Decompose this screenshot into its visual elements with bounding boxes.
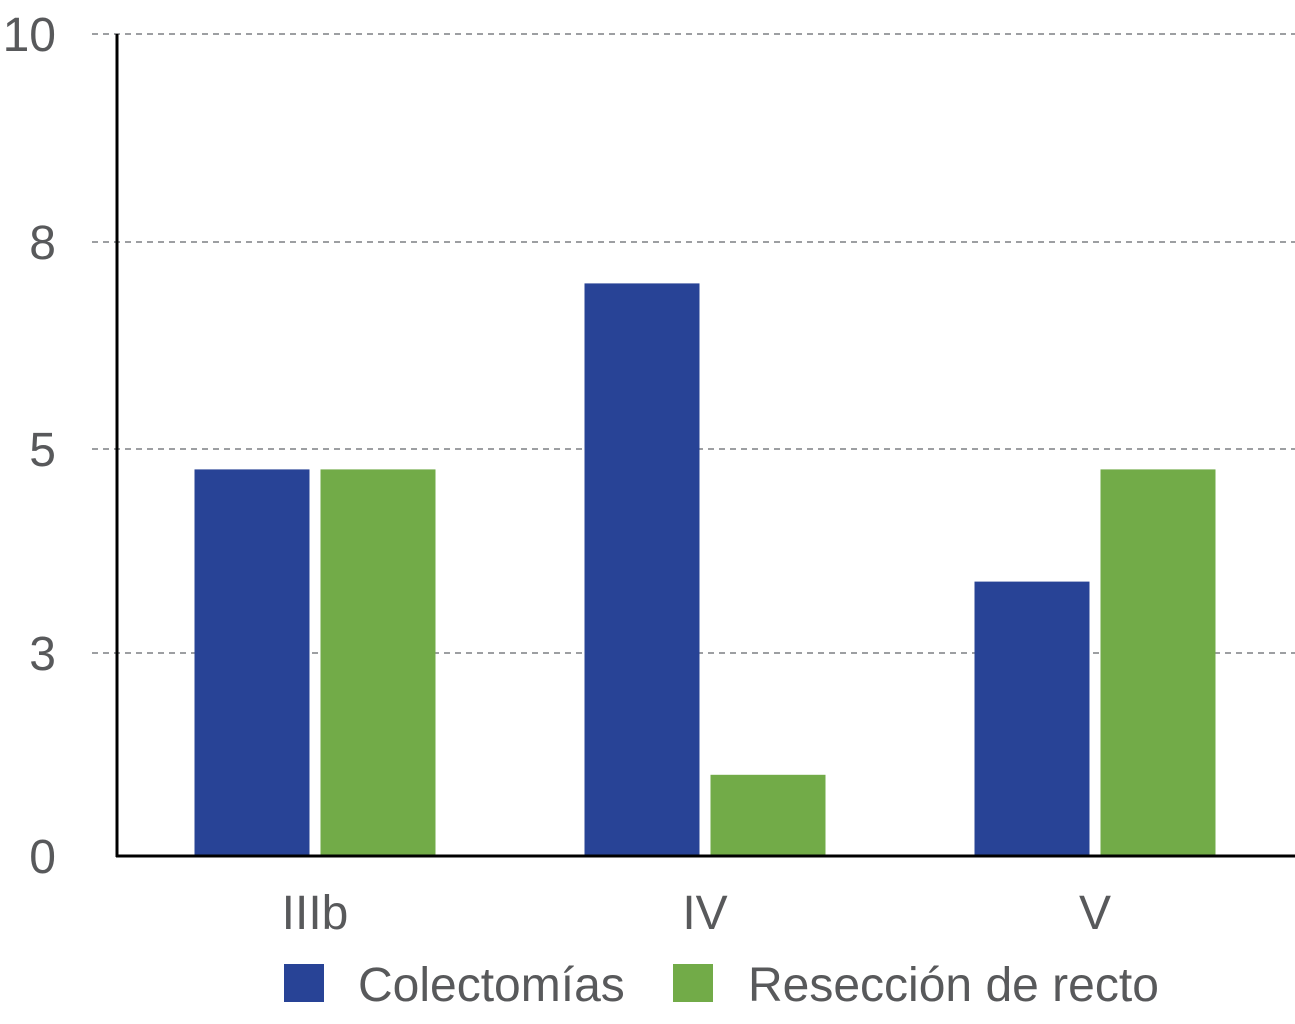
x-tick-labels: IIIb IV V bbox=[282, 887, 1111, 940]
y-tick-label: 5 bbox=[29, 424, 56, 477]
x-tick-label: V bbox=[1079, 887, 1111, 940]
bar-v-series-2 bbox=[1100, 469, 1216, 856]
bar-v-series-1 bbox=[974, 581, 1090, 856]
legend-swatch bbox=[673, 964, 713, 1002]
y-tick-label: 8 bbox=[29, 217, 56, 270]
axes bbox=[115, 34, 1295, 858]
y-tick-label: 10 bbox=[3, 9, 56, 62]
x-tick-label: IV bbox=[682, 887, 727, 940]
bar-iv-series-2 bbox=[710, 774, 826, 856]
bar-iiib-series-1 bbox=[194, 469, 310, 856]
y-tick-labels: 0 3 5 8 10 bbox=[3, 9, 56, 884]
bar-iv-series-1 bbox=[584, 283, 700, 856]
legend-label: Colectomías bbox=[358, 959, 625, 1012]
y-tick-label: 0 bbox=[29, 831, 56, 884]
y-tick-label: 3 bbox=[29, 628, 56, 681]
bars bbox=[194, 283, 1216, 856]
legend: Colectomías Resección de recto bbox=[284, 959, 1159, 1012]
legend-swatch bbox=[284, 964, 324, 1002]
bar-iiib-series-2 bbox=[320, 469, 436, 856]
x-tick-label: IIIb bbox=[282, 887, 349, 940]
legend-label: Resección de recto bbox=[748, 959, 1159, 1012]
